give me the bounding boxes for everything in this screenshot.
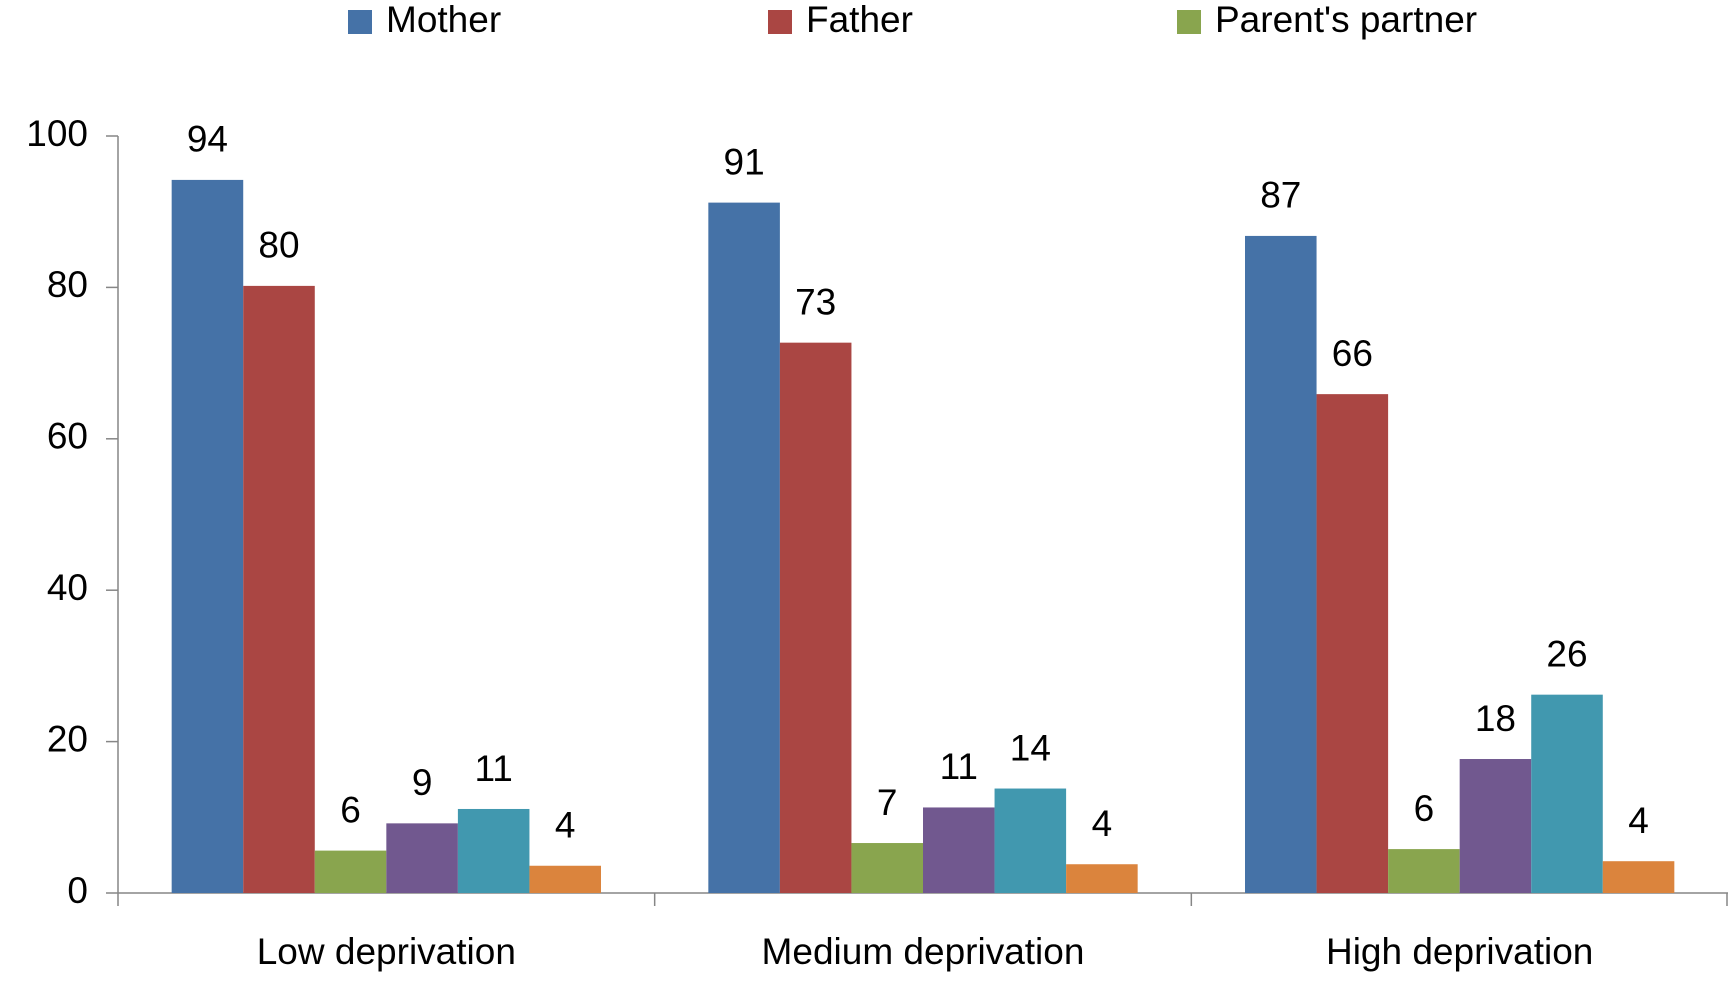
- bar: [529, 865, 601, 893]
- x-tick-label: Low deprivation: [257, 931, 516, 972]
- bar: [1316, 394, 1389, 893]
- data-label: 26: [1546, 633, 1587, 674]
- bar: [1066, 864, 1138, 893]
- bar: [1602, 861, 1675, 893]
- data-label: 11: [474, 748, 512, 789]
- bar: [243, 285, 315, 893]
- bar: [457, 808, 530, 893]
- bar: [386, 823, 458, 893]
- bar: [708, 202, 780, 894]
- bar: [923, 807, 995, 893]
- y-tick-label: 20: [47, 718, 88, 759]
- data-label: 6: [1414, 788, 1435, 829]
- legend-swatch: [1177, 10, 1201, 34]
- bar: [851, 843, 923, 893]
- legend-label: Father: [806, 0, 913, 40]
- data-label: 6: [340, 789, 361, 830]
- y-tick-label: 60: [47, 416, 88, 457]
- bar: [1245, 235, 1317, 893]
- bar: [1388, 849, 1460, 893]
- data-label: 7: [877, 782, 898, 823]
- bar: [994, 788, 1067, 893]
- legend-swatch: [768, 10, 792, 34]
- bar: [1531, 694, 1603, 893]
- data-label: 66: [1332, 333, 1373, 374]
- legend-label: Mother: [386, 0, 501, 40]
- y-tick-label: 100: [26, 113, 88, 154]
- data-label: 87: [1260, 175, 1301, 216]
- legend-label: Parent's partner: [1215, 0, 1477, 40]
- data-label: 80: [258, 225, 299, 266]
- data-label: 11: [940, 746, 978, 787]
- data-label: 94: [187, 119, 228, 160]
- x-tick-label: High deprivation: [1326, 931, 1593, 972]
- data-label: 73: [795, 281, 836, 322]
- data-label: 14: [1010, 727, 1051, 768]
- bar: [779, 342, 852, 893]
- data-label: 4: [1092, 803, 1113, 844]
- y-tick-label: 0: [67, 870, 88, 911]
- legend-swatch: [348, 10, 372, 34]
- data-label: 4: [1628, 800, 1649, 841]
- bar: [1459, 759, 1532, 893]
- y-tick-label: 40: [47, 567, 88, 608]
- data-label: 9: [412, 762, 433, 803]
- bar: [171, 179, 244, 893]
- data-label: 91: [724, 141, 765, 182]
- bar: [314, 850, 387, 893]
- data-label: 18: [1475, 698, 1516, 739]
- data-label: 4: [555, 805, 576, 846]
- y-tick-label: 80: [47, 264, 88, 305]
- x-tick-label: Medium deprivation: [762, 931, 1085, 972]
